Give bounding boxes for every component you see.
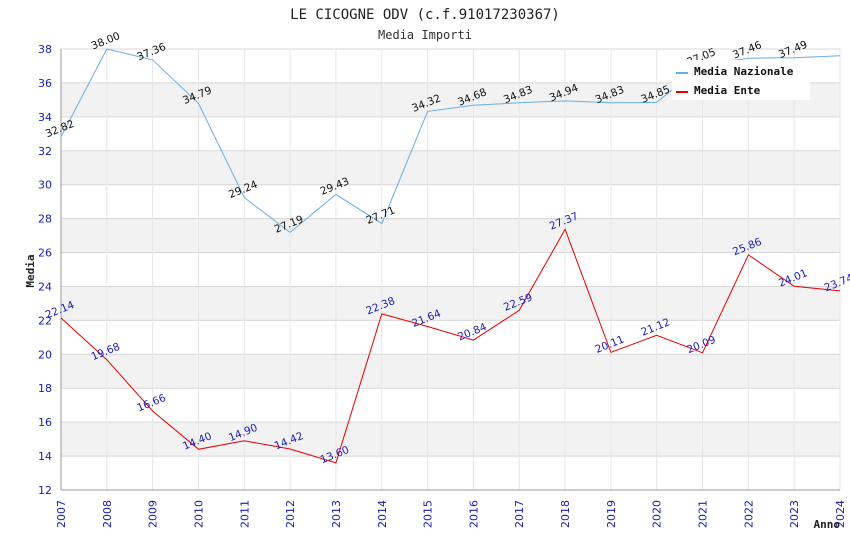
y-tick-label: 28	[38, 213, 52, 226]
x-tick-label: 2009	[147, 500, 160, 528]
grid-band	[61, 218, 840, 253]
grid-bands	[61, 82, 840, 457]
grid-band	[61, 354, 840, 389]
y-tick-label: 22	[38, 314, 52, 327]
y-axis-label: Media	[24, 254, 37, 287]
legend-label-media-nazionale: Media Nazionale	[694, 65, 794, 78]
y-tick-label: 24	[38, 280, 52, 293]
y-tick-label: 16	[38, 416, 52, 429]
y-tick-label: 18	[38, 382, 52, 395]
chart-subtitle: Media Importi	[378, 28, 472, 42]
x-tick-label: 2008	[101, 500, 114, 528]
legend-label-media-ente: Media Ente	[694, 84, 761, 97]
y-tick-label: 14	[38, 450, 52, 463]
grid-band	[61, 150, 840, 185]
x-tick-label: 2014	[376, 500, 389, 528]
x-tick-label: 2017	[513, 500, 526, 528]
grid-band	[61, 422, 840, 457]
x-tick-label: 2020	[651, 500, 664, 528]
y-tick-label: 36	[38, 77, 52, 90]
chart-title: LE CICOGNE ODV (c.f.91017230367)	[290, 7, 560, 23]
data-label-media-ente: 20.11	[594, 333, 626, 355]
axes	[60, 49, 840, 491]
y-tick-label: 26	[38, 247, 52, 260]
x-tick-label: 2010	[192, 500, 205, 528]
y-tick-labels: 12 14 16 18 20 22 24 26 28 30 32 34 36 38	[38, 43, 52, 497]
x-tick-label: 2012	[284, 500, 297, 528]
series-line-media-ente	[60, 228, 841, 464]
x-tick-label: 2022	[742, 500, 755, 528]
x-tick-label: 2015	[422, 500, 435, 528]
x-tick-label: 2016	[467, 500, 480, 528]
y-tick-label: 20	[38, 348, 52, 361]
data-label-media-ente: 16.66	[135, 392, 168, 415]
y-tick-label: 34	[38, 111, 52, 124]
x-tick-label: 2011	[238, 500, 251, 528]
x-tick-label: 2013	[330, 500, 343, 528]
x-tick-label: 2019	[605, 500, 618, 528]
y-tick-label: 32	[38, 145, 52, 158]
legend-box	[672, 60, 810, 100]
legend: Media Nazionale Media Ente	[672, 60, 810, 100]
y-tick-label: 38	[38, 43, 52, 56]
x-tick-label: 2018	[559, 500, 572, 528]
x-tick-labels: 2007 2008 2009 2010 2011 2012 2013 2014 2015 2016…	[55, 500, 847, 528]
y-tick-label: 30	[38, 179, 52, 192]
x-axis-label: Anno	[814, 518, 841, 531]
y-tick-label: 12	[38, 484, 52, 497]
x-tick-label: 2007	[55, 500, 68, 528]
x-tick-label: 2024	[834, 500, 847, 528]
grid-band	[61, 286, 840, 321]
x-tick-label: 2023	[788, 500, 801, 528]
x-tick-label: 2021	[697, 500, 710, 528]
